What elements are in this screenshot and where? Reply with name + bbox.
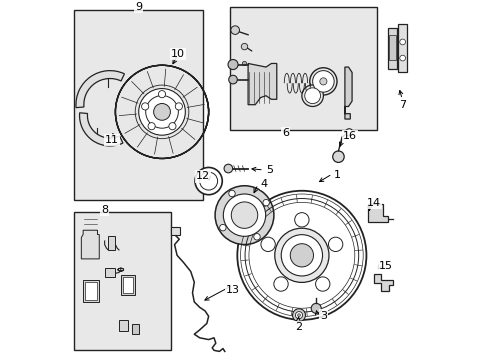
Circle shape bbox=[142, 103, 148, 110]
Circle shape bbox=[219, 224, 225, 231]
Circle shape bbox=[168, 123, 176, 130]
Polygon shape bbox=[373, 274, 392, 291]
Circle shape bbox=[301, 85, 323, 107]
Circle shape bbox=[345, 129, 352, 136]
Bar bbox=[230, 7, 376, 130]
Circle shape bbox=[263, 199, 269, 206]
Bar bbox=[398, 24, 407, 72]
Text: 8: 8 bbox=[101, 205, 108, 215]
Circle shape bbox=[328, 237, 342, 252]
Circle shape bbox=[290, 244, 313, 267]
Bar bbox=[104, 268, 115, 277]
Circle shape bbox=[228, 190, 235, 197]
Circle shape bbox=[148, 123, 155, 130]
Text: 2: 2 bbox=[294, 322, 301, 332]
Polygon shape bbox=[367, 204, 387, 222]
Text: 12: 12 bbox=[196, 171, 210, 181]
Circle shape bbox=[399, 55, 405, 61]
Text: 11: 11 bbox=[104, 135, 119, 145]
Text: 6: 6 bbox=[282, 128, 288, 138]
Circle shape bbox=[273, 277, 287, 291]
Circle shape bbox=[312, 71, 333, 92]
Bar bbox=[108, 235, 115, 250]
Text: 5: 5 bbox=[265, 165, 272, 175]
Circle shape bbox=[295, 312, 302, 319]
Bar bbox=[83, 280, 99, 302]
Circle shape bbox=[223, 194, 265, 236]
Circle shape bbox=[297, 314, 300, 317]
Circle shape bbox=[199, 172, 217, 190]
Circle shape bbox=[261, 237, 275, 252]
Bar bbox=[121, 275, 135, 295]
Circle shape bbox=[139, 89, 185, 135]
Text: 1: 1 bbox=[334, 170, 341, 180]
Text: 13: 13 bbox=[225, 285, 240, 296]
Text: 4: 4 bbox=[260, 179, 267, 189]
Circle shape bbox=[241, 43, 247, 50]
Circle shape bbox=[231, 202, 257, 228]
Wedge shape bbox=[76, 71, 124, 108]
Circle shape bbox=[399, 39, 405, 45]
Circle shape bbox=[309, 68, 336, 95]
Circle shape bbox=[294, 213, 308, 227]
Bar bbox=[74, 212, 171, 350]
Bar bbox=[131, 324, 139, 334]
Text: 15: 15 bbox=[378, 261, 392, 271]
Circle shape bbox=[237, 191, 366, 320]
Circle shape bbox=[228, 75, 237, 84]
Text: 3: 3 bbox=[319, 311, 326, 320]
Bar bbox=[388, 35, 395, 60]
Bar bbox=[387, 28, 396, 69]
Circle shape bbox=[274, 228, 328, 283]
Circle shape bbox=[195, 167, 222, 195]
Circle shape bbox=[310, 303, 321, 314]
Circle shape bbox=[145, 95, 178, 128]
Wedge shape bbox=[80, 113, 122, 146]
Bar bbox=[171, 227, 180, 234]
Text: 14: 14 bbox=[366, 198, 381, 208]
Circle shape bbox=[292, 309, 305, 321]
Circle shape bbox=[224, 164, 232, 173]
Text: 7: 7 bbox=[398, 100, 405, 110]
Text: 16: 16 bbox=[343, 131, 357, 141]
Bar bbox=[85, 282, 97, 300]
Circle shape bbox=[315, 277, 329, 291]
Circle shape bbox=[158, 91, 165, 98]
Bar bbox=[122, 277, 133, 293]
Circle shape bbox=[242, 61, 246, 66]
Text: 9: 9 bbox=[135, 2, 142, 12]
Circle shape bbox=[304, 88, 320, 104]
Circle shape bbox=[153, 103, 170, 120]
Polygon shape bbox=[344, 67, 351, 119]
Polygon shape bbox=[81, 230, 99, 259]
Circle shape bbox=[281, 235, 322, 276]
Circle shape bbox=[227, 59, 238, 69]
Circle shape bbox=[332, 151, 344, 162]
Bar bbox=[74, 10, 203, 200]
Circle shape bbox=[230, 26, 239, 35]
Circle shape bbox=[319, 78, 326, 85]
Text: 10: 10 bbox=[171, 49, 185, 59]
Polygon shape bbox=[247, 63, 276, 105]
Bar bbox=[119, 320, 128, 330]
Circle shape bbox=[175, 103, 182, 110]
Circle shape bbox=[215, 186, 273, 244]
Circle shape bbox=[253, 234, 260, 240]
